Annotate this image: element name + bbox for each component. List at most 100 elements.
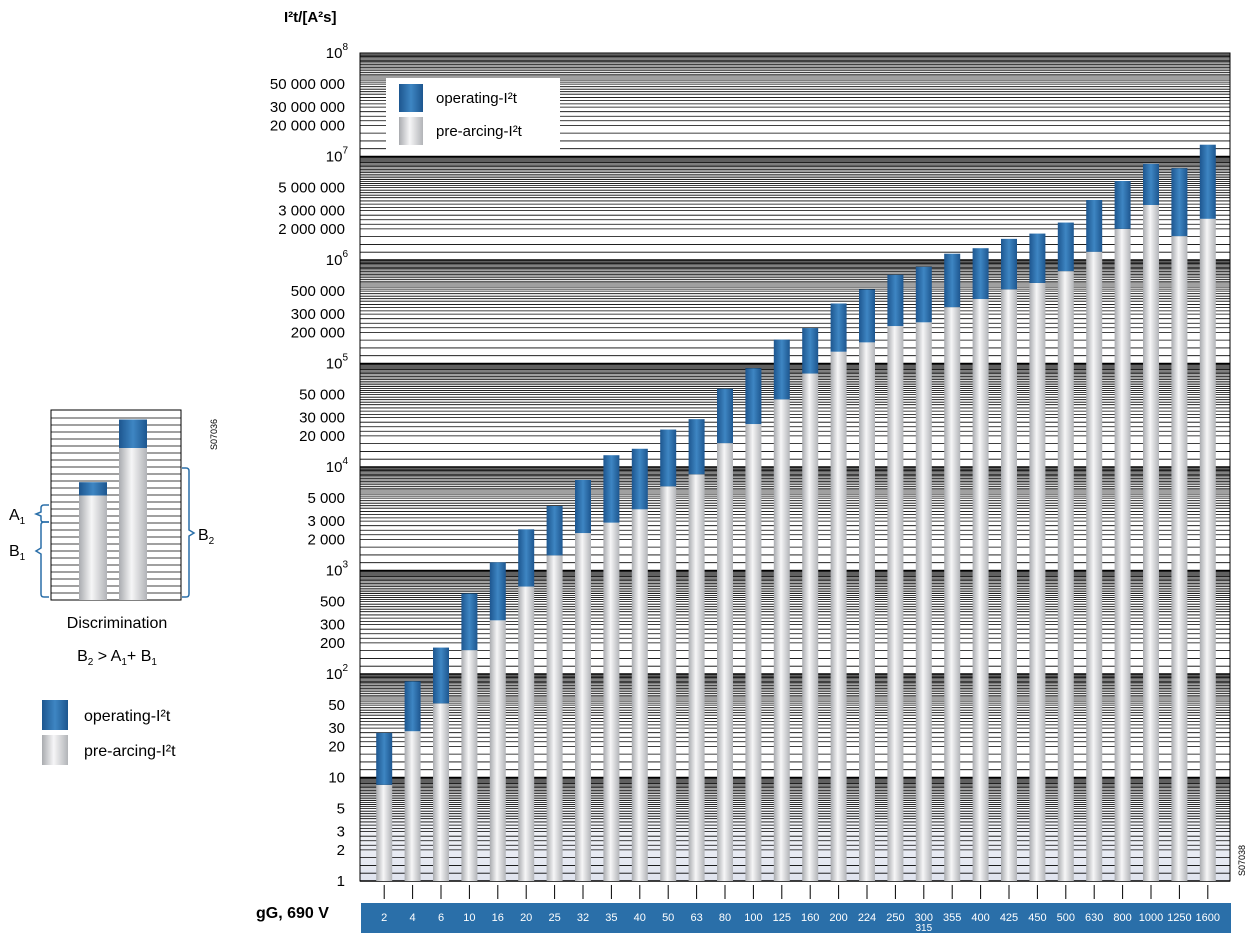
x-axis: gG, 690 V 2 4 6 10 16 20 25 32 35 40 50 63 80 100 125 1… — [256, 885, 1231, 934]
y-tick-label: 50 000 000 — [270, 76, 345, 93]
x-tick-label: 630 — [1085, 912, 1103, 924]
bar-operating — [1057, 222, 1074, 272]
bar-pre-arcing — [1086, 251, 1103, 881]
x-tick-label: 1600 — [1196, 912, 1220, 924]
y-tick-label-major: 103 — [326, 560, 349, 580]
bar-operating — [745, 368, 762, 425]
bar-operating — [575, 479, 591, 534]
bar-pre-arcing — [887, 326, 904, 881]
x-tick-label: 300 — [915, 912, 933, 924]
y-tick-label: 200 — [320, 635, 345, 652]
bar-pre-arcing — [461, 650, 478, 881]
y-tick-label: 20 000 000 — [270, 117, 345, 134]
y-axis-label: I²t/[A²s] — [284, 9, 337, 26]
x-tick-label: 425 — [1000, 912, 1018, 924]
bar-operating — [461, 593, 478, 651]
bar-pre-arcing — [1114, 228, 1131, 882]
y-tick-label: 200 000 — [291, 324, 345, 341]
y-tick-label-major: 107 — [326, 146, 349, 166]
bar-pre-arcing — [944, 307, 961, 881]
plot-frame — [359, 52, 1231, 882]
y-tick-label: 50 000 — [299, 387, 345, 404]
y-tick-label: 20 — [328, 738, 345, 755]
bar-operating — [859, 289, 875, 343]
bar-operating — [887, 274, 904, 327]
legend: operating-I²t pre-arcing-I²t — [386, 78, 560, 150]
bar-operating — [1114, 180, 1131, 229]
bar-pre-arcing — [688, 474, 705, 881]
y-tick-label-major: 105 — [326, 353, 349, 373]
y-tick-label: 3 000 — [307, 513, 345, 530]
bar-pre-arcing — [433, 703, 449, 881]
y-tick-label: 3 000 000 — [278, 203, 345, 220]
y-tick-label: 5 000 000 — [278, 180, 345, 197]
bar-pre-arcing — [972, 298, 989, 881]
y-tick-label: 2 000 000 — [278, 221, 345, 238]
bar-pre-arcing — [376, 784, 393, 881]
bar-pre-arcing — [518, 586, 535, 881]
x-tick-label: 250 — [886, 912, 904, 924]
x-tick-label: 35 — [605, 912, 617, 924]
bar-operating — [603, 455, 620, 523]
x-tick-label: 1000 — [1139, 912, 1163, 924]
y-tick-label: 2 — [337, 842, 345, 859]
bar-pre-arcing — [1171, 236, 1188, 881]
x-tick-label: 63 — [690, 912, 702, 924]
bar-operating — [1143, 163, 1159, 205]
bar-pre-arcing — [1001, 289, 1017, 881]
bar-operating — [1199, 144, 1216, 219]
x-tick-sublabel: 315 — [915, 923, 932, 934]
bar-pre-arcing — [745, 424, 762, 881]
x-axis-band — [361, 903, 1231, 933]
y-tick-label: 300 — [320, 617, 345, 634]
bar-pre-arcing — [915, 322, 932, 881]
grid-lines — [360, 53, 1230, 882]
x-tick-label: 20 — [520, 912, 532, 924]
bar-operating — [944, 253, 961, 308]
y-tick-label: 30 000 000 — [270, 99, 345, 116]
x-tick-label: 160 — [801, 912, 819, 924]
figure-code-main: S07038 — [1237, 845, 1247, 876]
y-tick-label: 2 000 — [307, 531, 345, 548]
y-tick-label: 20 000 — [299, 428, 345, 445]
bar-pre-arcing — [546, 555, 563, 881]
bar-operating — [1086, 199, 1103, 252]
bar-operating — [717, 388, 733, 444]
bar-operating — [546, 505, 563, 556]
x-tick-label: 32 — [577, 912, 589, 924]
bar-pre-arcing — [660, 486, 677, 881]
bar-pre-arcing — [1029, 282, 1046, 882]
y-tick-label: 5 — [337, 801, 345, 818]
x-tick-label: 16 — [492, 912, 504, 924]
bar-pre-arcing — [1199, 218, 1216, 881]
x-tick-label: 355 — [943, 912, 961, 924]
y-tick-label: 300 000 — [291, 306, 345, 323]
bar-operating — [631, 448, 648, 510]
bar-operating — [660, 429, 677, 487]
x-tick-label: 40 — [634, 912, 646, 924]
y-tick-label: 30 — [328, 720, 345, 737]
y-tick-label-major: 106 — [326, 249, 349, 269]
bar-operating — [1029, 233, 1046, 283]
x-tick-label: 200 — [829, 912, 847, 924]
legend-swatch-pre-arcing — [399, 117, 423, 145]
x-tick-label: 450 — [1028, 912, 1046, 924]
bar-operating — [518, 529, 535, 587]
bar-operating — [688, 419, 705, 475]
legend-label-operating: operating-I²t — [436, 90, 518, 107]
bar-pre-arcing — [575, 533, 591, 881]
x-tick-label: 1250 — [1167, 912, 1191, 924]
bar-operating — [972, 248, 989, 299]
bar-operating — [802, 328, 819, 374]
x-tick-label: 6 — [438, 912, 444, 924]
x-tick-label: 10 — [463, 912, 475, 924]
bar-pre-arcing — [603, 522, 620, 881]
bar-pre-arcing — [631, 509, 648, 881]
y-tick-label-major: 102 — [326, 663, 349, 683]
y-tick-label: 1 — [337, 873, 345, 890]
bar-pre-arcing — [773, 399, 790, 881]
y-tick-label: 500 000 — [291, 283, 345, 300]
y-tick-label: 3 — [337, 824, 345, 841]
bar-pre-arcing — [489, 620, 506, 881]
